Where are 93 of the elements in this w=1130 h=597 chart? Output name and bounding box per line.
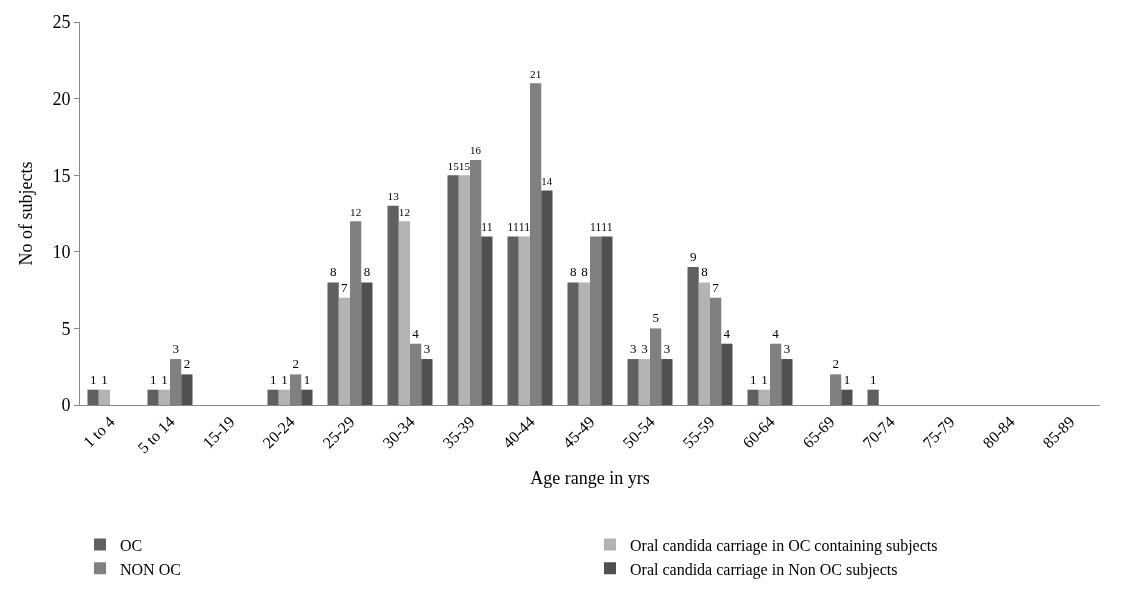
data-label: 4: [772, 325, 780, 341]
data-label: 11: [590, 220, 602, 234]
bar: [387, 205, 399, 405]
data-label: 1: [843, 371, 851, 387]
data-label: 4: [412, 325, 420, 341]
data-label: 1: [89, 371, 97, 387]
bar: [267, 389, 279, 405]
data-label: 1: [749, 371, 757, 387]
bar: [158, 389, 170, 405]
data-label: 8: [569, 264, 577, 280]
data-label: 3: [663, 341, 671, 357]
data-label: 3: [641, 341, 648, 357]
x-axis-title: Age range in yrs: [530, 467, 650, 488]
legend-label: Oral candida carriage in Non OC subjects: [630, 560, 898, 579]
data-label: 13: [387, 190, 400, 203]
data-label: 8: [329, 264, 337, 280]
bar: [398, 221, 410, 405]
y-tick-label: 10: [52, 242, 71, 263]
data-label: 2: [832, 356, 839, 372]
bar: [98, 389, 110, 405]
data-label: 2: [183, 356, 191, 372]
data-label: 5: [652, 310, 659, 326]
bar: [518, 236, 530, 405]
bar: [781, 359, 793, 405]
data-label: 14: [541, 175, 553, 188]
bar: [421, 359, 433, 405]
bar: [458, 175, 470, 405]
bar: [181, 374, 193, 405]
x-tick-label: 1 to 4: [79, 412, 118, 451]
data-label: 11: [481, 220, 493, 234]
bar: [841, 389, 853, 405]
data-label: 12: [350, 205, 362, 218]
bar: [507, 236, 519, 405]
y-tick-label: 25: [52, 12, 71, 33]
data-label: 3: [629, 341, 637, 357]
bar: [361, 282, 373, 405]
bar: [301, 389, 313, 405]
bar: [687, 267, 699, 405]
data-label: 8: [581, 264, 588, 280]
data-label: 1: [281, 371, 288, 387]
bar: [567, 282, 579, 405]
data-label: 1: [161, 371, 168, 387]
data-label: 1: [761, 371, 768, 387]
bar: [758, 389, 770, 405]
data-label: 12: [398, 205, 410, 218]
bar: [481, 236, 493, 405]
bar: [698, 282, 710, 405]
data-label: 1: [149, 371, 157, 387]
legend-label: Oral candida carriage in OC containing subjects: [630, 536, 938, 555]
data-label: 21: [530, 67, 542, 80]
data-label: 8: [363, 264, 371, 280]
bar: [147, 389, 159, 405]
y-axis-title: No of subjects: [15, 161, 36, 266]
data-label: 11: [507, 220, 519, 234]
data-label: 15: [447, 159, 460, 172]
data-label: 3: [172, 341, 179, 357]
bar: [338, 297, 350, 405]
legend-label: NON OC: [120, 560, 181, 578]
data-label: 8: [701, 264, 708, 280]
bar: [638, 359, 650, 405]
bar: [447, 175, 459, 405]
data-label: 7: [712, 279, 720, 295]
bar: [541, 190, 553, 405]
bar: [721, 343, 733, 405]
bar: [327, 282, 339, 405]
data-label: 15: [458, 159, 471, 172]
y-tick-label: 20: [52, 88, 71, 109]
bar: [601, 236, 613, 405]
x-tick-label: 5 to 14: [134, 412, 178, 457]
bar: [627, 359, 639, 405]
legend-label: OC: [120, 536, 143, 554]
data-label: 1: [269, 371, 277, 387]
data-label: 2: [292, 356, 299, 372]
data-label: 1: [303, 371, 311, 387]
data-label: 16: [470, 144, 482, 157]
bar: [578, 282, 590, 405]
bar: [867, 389, 879, 405]
data-label: 3: [783, 341, 791, 357]
data-label: 11: [601, 220, 613, 234]
data-label: 4: [723, 325, 731, 341]
y-tick-label: 15: [52, 165, 71, 186]
bar: [747, 389, 759, 405]
data-label: 7: [340, 279, 348, 295]
bar: [87, 389, 99, 405]
bar: [278, 389, 290, 405]
y-tick-label: 0: [61, 395, 71, 416]
data-label: 3: [423, 341, 431, 357]
data-label: 1: [101, 371, 108, 387]
data-label: 11: [518, 220, 531, 234]
y-tick-label: 5: [61, 318, 71, 339]
bar: [661, 359, 673, 405]
data-label: 9: [689, 249, 697, 265]
data-label: 1: [869, 371, 877, 387]
